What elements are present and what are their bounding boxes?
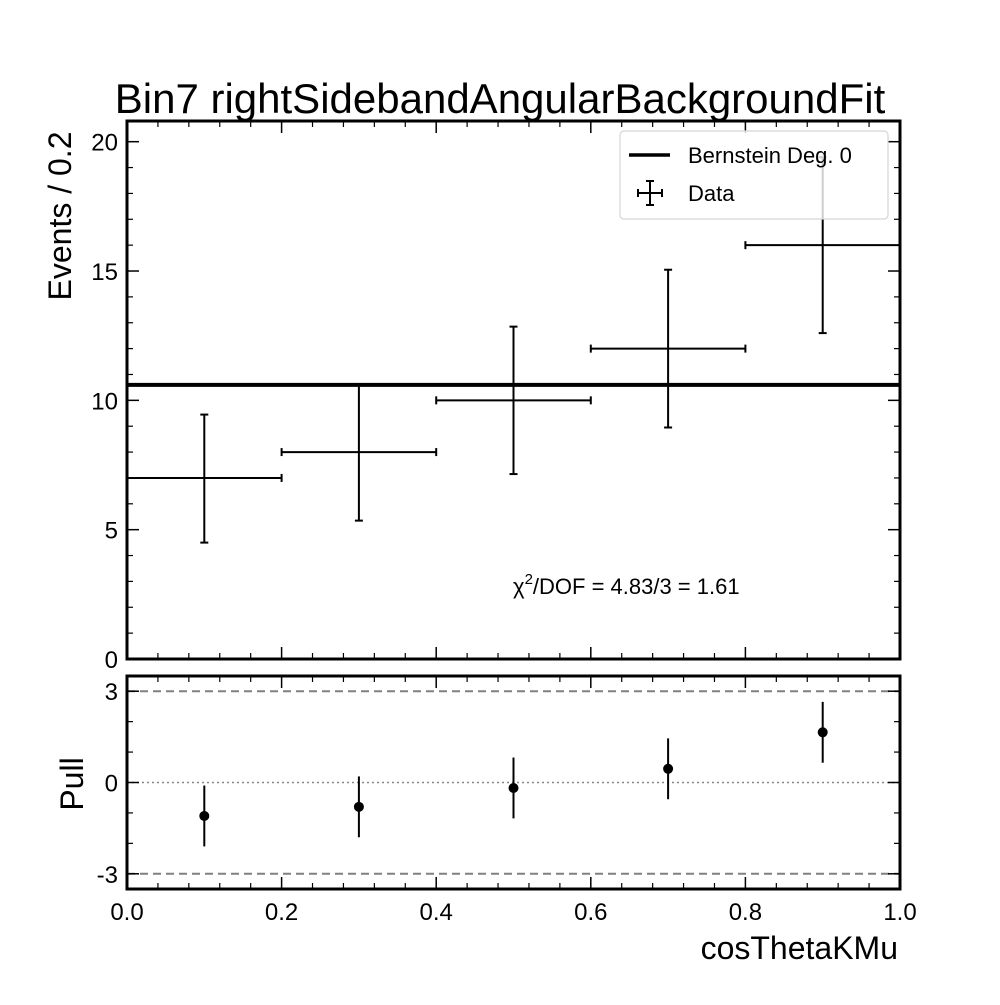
- pull-marker: [817, 727, 828, 738]
- x-tick-label: 0.6: [574, 899, 607, 926]
- pull-point: [199, 785, 210, 847]
- pull-point: [817, 701, 828, 763]
- y-tick-label: 0: [105, 647, 118, 674]
- y-tick-label: 10: [91, 388, 118, 415]
- legend-label-fit: Bernstein Deg. 0: [688, 143, 852, 168]
- pull-marker: [353, 801, 364, 812]
- pull-marker: [199, 810, 210, 821]
- legend-errorbar-icon: [637, 180, 663, 206]
- data-point: [280, 383, 438, 522]
- chi-symbol: χ: [513, 574, 525, 599]
- chi-power: 2: [525, 571, 533, 588]
- x-axis-label: cosThetaKMu: [701, 930, 898, 966]
- y-tick-label: 5: [105, 518, 118, 545]
- pull-axis-label: Pull: [54, 757, 90, 810]
- chi2-annotation: χ2/DOF = 4.83/3 = 1.61: [513, 571, 740, 599]
- y-axis-label: Events / 0.2: [42, 132, 78, 301]
- data-point: [589, 268, 747, 429]
- chi2-value: /DOF = 4.83/3 = 1.61: [533, 574, 740, 599]
- pull-y-tick-label: 3: [105, 679, 118, 706]
- main-frame: [125, 119, 902, 661]
- data-point: [435, 325, 592, 476]
- chart-title: Bin7 rightSidebandAngularBackgroundFit: [115, 75, 886, 122]
- data-point: [126, 413, 283, 544]
- pull-y-tick-label: 0: [105, 771, 118, 798]
- legend: Bernstein Deg. 0 Data: [619, 130, 889, 220]
- x-tick-label: 0.4: [420, 899, 453, 926]
- y-tick-label: 15: [91, 259, 118, 286]
- pull-point: [663, 738, 674, 800]
- pull-point: [508, 757, 519, 819]
- x-tick-label: 0.8: [729, 899, 762, 926]
- x-tick-label: 0.2: [265, 899, 298, 926]
- legend-frame: [619, 130, 889, 220]
- pull-marker: [508, 782, 519, 793]
- pull-point: [353, 776, 364, 838]
- pull-y-tick-label: -3: [97, 862, 118, 889]
- pull-panel: 0.0 0.2 0.4 0.6 0.8 1.0 -3 0 3: [97, 674, 917, 926]
- y-tick-label: 20: [91, 130, 118, 157]
- pull-marker: [663, 763, 674, 774]
- legend-label-data: Data: [688, 181, 735, 206]
- x-tick-label: 0.0: [110, 899, 143, 926]
- x-tick-label: 1.0: [883, 899, 916, 926]
- pull-frame: [125, 674, 902, 891]
